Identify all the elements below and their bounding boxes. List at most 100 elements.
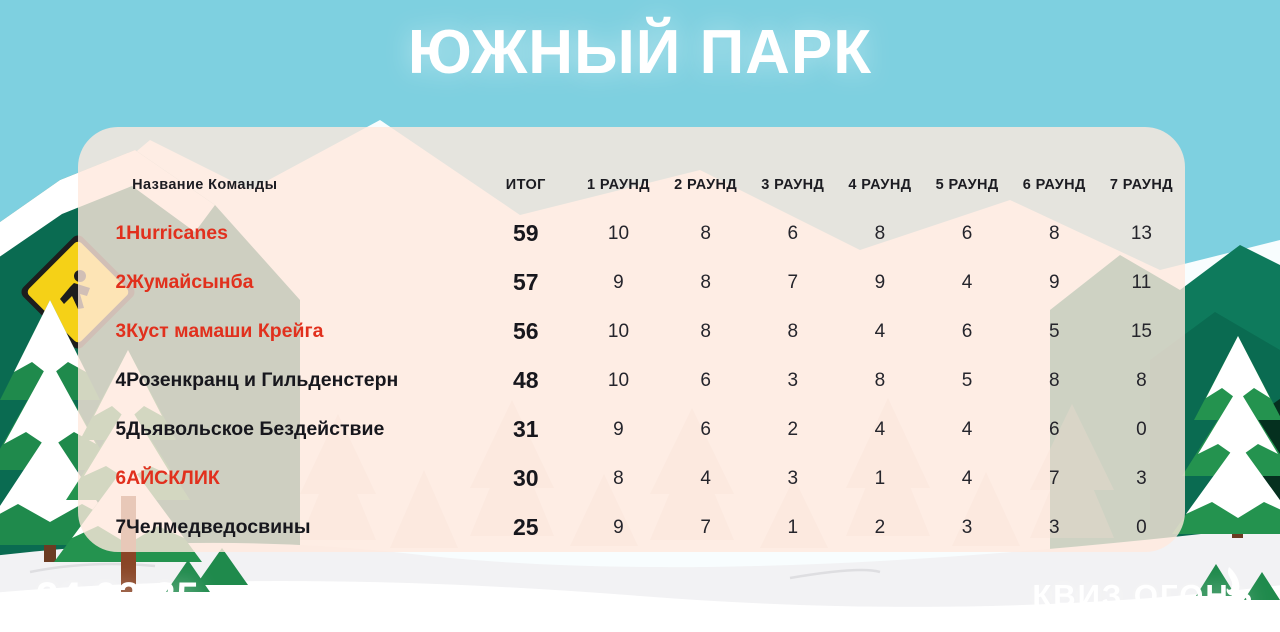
page-title: ЮЖНЫЙ ПАРК <box>407 18 873 87</box>
row-total: 25 <box>512 514 539 540</box>
header-rank <box>78 161 126 209</box>
header-total: ИТОГ <box>505 177 546 193</box>
row-round-4-score: 2 <box>874 516 886 538</box>
row-round-4-score: 8 <box>874 369 886 391</box>
row-total: 56 <box>512 318 539 344</box>
row-round-1-score: 10 <box>607 369 630 391</box>
table-row: 2 Жумайсынба 57 9 8 7 9 4 9 11 <box>78 258 1185 307</box>
row-round-2-score: 8 <box>700 320 711 342</box>
row-round-6-score: 8 <box>1048 222 1060 244</box>
row-team-name: Hurricanes <box>126 221 228 244</box>
row-team-name: Жумайсынба <box>126 270 254 293</box>
row-round-3-score: 6 <box>787 222 799 244</box>
row-round-5-score: 4 <box>961 271 973 293</box>
brand-logo: КВИЗ ОГОНЬ <box>1032 567 1254 614</box>
pine-shrub-left <box>166 548 248 592</box>
pine-shrub-right <box>1196 564 1280 600</box>
row-round-3-score: 3 <box>787 467 799 489</box>
row-round-3-score: 2 <box>787 418 799 440</box>
row-round-2-score: 6 <box>700 369 711 391</box>
header-spacer <box>78 127 1185 161</box>
table-row: 7 Челмедведосвины 25 9 7 1 2 3 3 0 <box>78 503 1185 552</box>
row-round-6-score: 6 <box>1048 418 1060 440</box>
brand-name: КВИЗ ОГОНЬ <box>1032 578 1254 613</box>
row-round-2-score: 8 <box>700 222 711 244</box>
row-total: 48 <box>512 367 539 393</box>
row-round-2-score: 8 <box>700 271 711 293</box>
row-round-5-score: 6 <box>961 222 973 244</box>
row-round-1-score: 10 <box>607 320 630 342</box>
row-round-7-score: 13 <box>1130 222 1152 244</box>
header-round-4: 4 РАУНД <box>848 177 912 193</box>
row-round-6-score: 3 <box>1048 516 1060 538</box>
row-round-5-score: 5 <box>961 369 973 391</box>
event-date: 24.03.25 <box>36 575 200 619</box>
row-round-5-score: 4 <box>961 418 973 440</box>
row-round-4-score: 9 <box>874 271 886 293</box>
row-round-6-score: 7 <box>1048 467 1060 489</box>
row-round-4-score: 8 <box>874 222 886 244</box>
row-round-4-score: 4 <box>874 320 886 342</box>
row-rank: 1 <box>115 222 127 244</box>
row-round-1-score: 8 <box>613 467 624 489</box>
row-round-7-score: 15 <box>1130 320 1152 342</box>
row-total: 59 <box>512 220 539 246</box>
row-team-name: Челмедведосвины <box>126 515 311 538</box>
table-body: 1 Hurricanes 59 10 8 6 8 6 8 13 2 Жумайсынба 57 9 8 7 9 4… <box>78 209 1185 552</box>
row-rank: 6 <box>115 467 127 489</box>
header-row: Название Команды ИТОГ 1 РАУНД 2 РАУНД 3 … <box>78 161 1185 209</box>
row-round-3-score: 8 <box>787 320 799 342</box>
table-header: Название Команды ИТОГ 1 РАУНД 2 РАУНД 3 … <box>78 127 1185 209</box>
header-team: Название Команды <box>132 177 278 193</box>
ski-track-right <box>789 568 881 580</box>
row-round-7-score: 8 <box>1136 369 1147 391</box>
row-round-7-score: 0 <box>1136 418 1147 440</box>
row-round-7-score: 11 <box>1131 271 1152 293</box>
row-round-2-score: 4 <box>700 467 711 489</box>
row-round-3-score: 7 <box>787 271 799 293</box>
row-round-7-score: 3 <box>1136 467 1147 489</box>
row-team-name: Розенкранц и Гильденстерн <box>126 368 399 391</box>
row-round-6-score: 5 <box>1048 320 1060 342</box>
ski-track-left <box>29 562 156 574</box>
row-round-5-score: 4 <box>961 467 973 489</box>
header-round-6: 6 РАУНД <box>1022 177 1086 193</box>
header-round-2: 2 РАУНД <box>674 177 738 193</box>
table-row: 3 Куст мамаши Крейга 56 10 8 8 4 6 5 15 <box>78 307 1185 356</box>
row-round-6-score: 9 <box>1048 271 1060 293</box>
row-round-1-score: 9 <box>613 418 624 440</box>
row-team-name: Куст мамаши Крейга <box>126 319 324 342</box>
table-row: 6 АЙСКЛИК 30 8 4 3 1 4 7 3 <box>78 454 1185 503</box>
row-round-4-score: 1 <box>874 467 886 489</box>
row-round-2-score: 7 <box>700 516 711 538</box>
row-team-name: АЙСКЛИК <box>126 466 220 489</box>
row-rank: 2 <box>115 271 127 293</box>
table-row: 4 Розенкранц и Гильденстерн 48 10 6 3 8 5 8 8 <box>78 356 1185 405</box>
row-total: 31 <box>512 416 539 442</box>
row-round-5-score: 3 <box>961 516 973 538</box>
row-total: 57 <box>512 269 539 295</box>
header-round-1: 1 РАУНД <box>586 177 650 193</box>
row-rank: 7 <box>115 516 127 538</box>
row-round-5-score: 6 <box>961 320 973 342</box>
row-round-7-score: 0 <box>1136 516 1147 538</box>
pine-tree-right-1 <box>1172 336 1280 538</box>
header-round-7: 7 РАУНД <box>1109 177 1173 193</box>
table-row: 1 Hurricanes 59 10 8 6 8 6 8 13 <box>78 209 1185 258</box>
row-total: 30 <box>512 465 539 491</box>
header-round-5: 5 РАУНД <box>935 177 999 193</box>
row-round-1-score: 10 <box>607 222 630 244</box>
results-card: Название Команды ИТОГ 1 РАУНД 2 РАУНД 3 … <box>78 127 1185 552</box>
row-round-3-score: 3 <box>787 369 799 391</box>
row-round-6-score: 8 <box>1048 369 1060 391</box>
row-round-1-score: 9 <box>613 516 624 538</box>
snowfield-front <box>0 581 1280 632</box>
results-table: Название Команды ИТОГ 1 РАУНД 2 РАУНД 3 … <box>78 127 1185 552</box>
row-rank: 5 <box>115 418 127 440</box>
row-round-3-score: 1 <box>787 516 799 538</box>
row-round-4-score: 4 <box>874 418 886 440</box>
header-round-3: 3 РАУНД <box>761 177 825 193</box>
table-row: 5 Дьявольское Бездействие 31 9 6 2 4 4 6 0 <box>78 405 1185 454</box>
row-round-2-score: 6 <box>700 418 711 440</box>
